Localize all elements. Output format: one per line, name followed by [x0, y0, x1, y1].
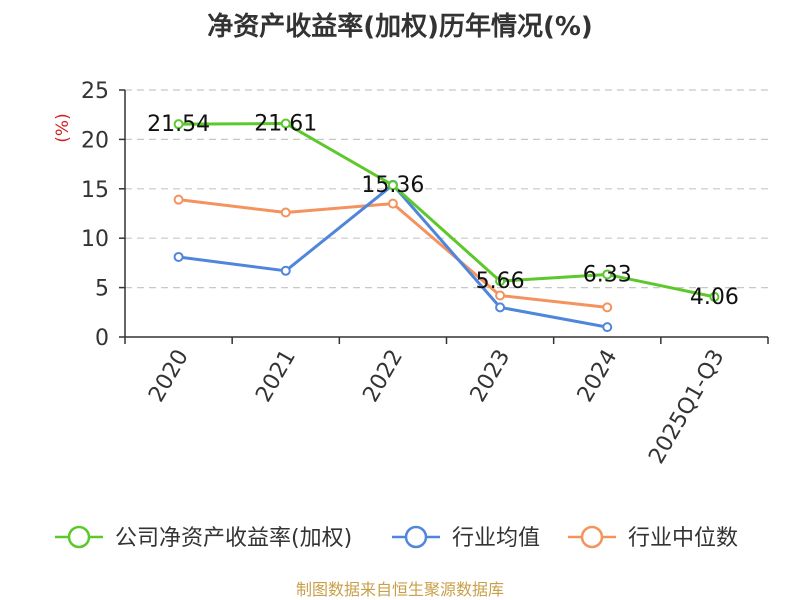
x-tick-label: 2025Q1-Q3 — [644, 346, 729, 469]
series-line — [178, 121, 715, 299]
data-point[interactable] — [495, 276, 506, 287]
data-point[interactable] — [495, 290, 506, 301]
legend-label[interactable]: 行业中位数 — [628, 526, 738, 551]
data-label: 21.61 — [254, 111, 317, 136]
x-tick-label: 2020 — [144, 346, 194, 407]
data-label: 15.36 — [361, 173, 424, 198]
x-tick-label: 2021 — [251, 346, 301, 407]
data-point[interactable] — [602, 302, 613, 313]
y-tick-label: 25 — [81, 79, 109, 104]
data-point[interactable] — [602, 269, 613, 280]
data-point[interactable] — [387, 180, 398, 191]
legend[interactable]: 公司净资产收益率(加权) 行业均值 行业中位数 — [55, 525, 738, 551]
y-tick-label: 10 — [81, 227, 109, 252]
data-label: 21.54 — [147, 112, 210, 137]
data-point[interactable] — [173, 251, 184, 262]
axes: 0 5 10 15 20 25 2020 2021 2022 2023 2024 2025Q1-Q3 — [81, 79, 769, 469]
data-label: 4.06 — [690, 285, 739, 310]
data-point[interactable] — [495, 302, 506, 313]
legend-label[interactable]: 公司净资产收益率(加权) — [115, 526, 352, 551]
y-axis-unit: (%) — [53, 113, 73, 142]
chart-title: 净资产收益率(加权)历年情况(%) — [207, 11, 593, 42]
data-point[interactable] — [709, 291, 720, 302]
series-line — [178, 198, 608, 309]
series-group — [173, 118, 720, 333]
x-tick-label: 2022 — [358, 346, 408, 407]
y-tick-label: 5 — [95, 277, 109, 302]
data-labels: 21.54 21.61 15.36 5.66 6.33 4.06 — [147, 111, 739, 309]
data-point[interactable] — [387, 198, 398, 209]
data-point[interactable] — [280, 265, 291, 276]
data-point[interactable] — [280, 207, 291, 218]
legend-marker[interactable] — [67, 525, 91, 549]
grid — [125, 89, 768, 289]
legend-label[interactable]: 行业均值 — [452, 526, 540, 551]
data-point[interactable] — [280, 118, 291, 129]
data-point[interactable] — [173, 119, 184, 130]
x-tick-label: 2023 — [466, 346, 516, 407]
data-label: 6.33 — [583, 262, 632, 287]
legend-marker[interactable] — [404, 525, 428, 549]
data-point[interactable] — [173, 194, 184, 205]
x-tick-label: 2024 — [573, 346, 623, 407]
y-tick-label: 0 — [95, 326, 109, 351]
source-note: 制图数据来自恒生聚源数据库 — [296, 580, 504, 599]
data-label: 5.66 — [476, 269, 525, 294]
legend-marker[interactable] — [580, 525, 604, 549]
data-point[interactable] — [602, 322, 613, 333]
y-tick-label: 15 — [81, 178, 109, 203]
y-tick-label: 20 — [81, 128, 109, 153]
